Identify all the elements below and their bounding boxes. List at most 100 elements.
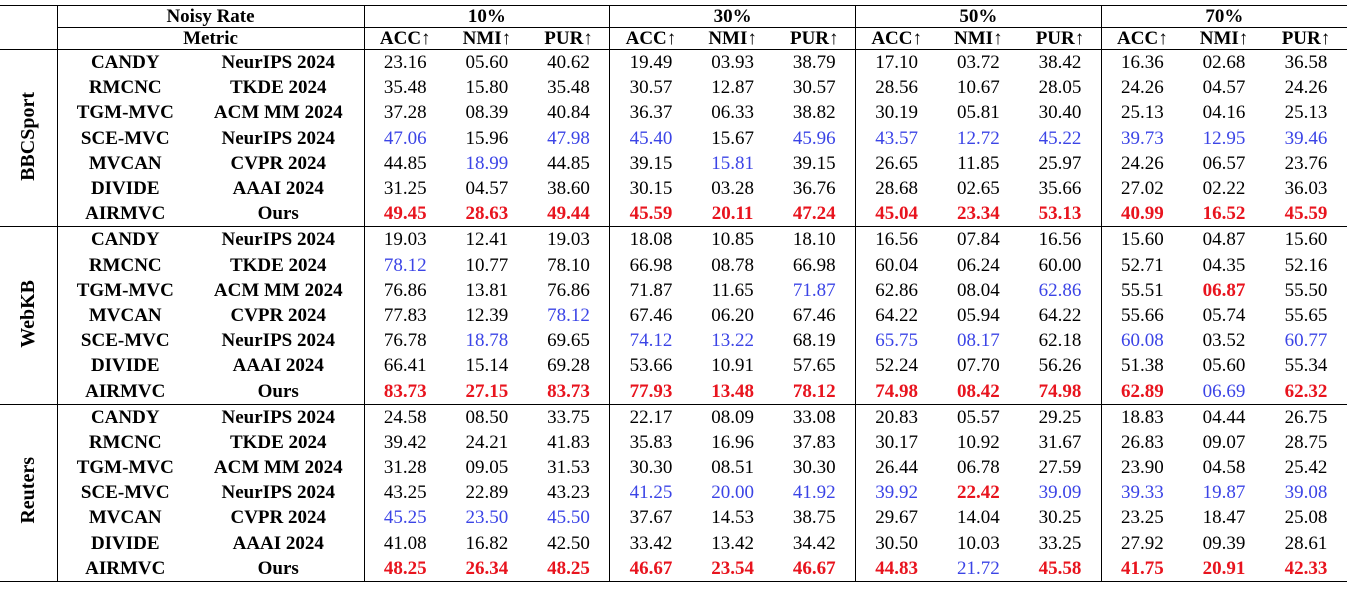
value-cell: 06.69 [1202,380,1246,402]
value-cell: 10.67 [956,77,1000,99]
value-cell: 28.63 [465,203,509,225]
data-row: BBCSport CANDY NeurIPS 2024 23.16 05.60 40.62… [0,49,1347,181]
value-cell: 64.22 [854,302,938,329]
value-cell: 16.56 [1038,229,1082,251]
value-cell: 49.44 [547,203,590,225]
value-cell: 06.87 [1202,279,1246,301]
value-cell: 37.83 [792,431,836,453]
value-cell: 64.22 [1038,304,1082,326]
value-cell: 20.83 [854,404,938,430]
value-cell: 24.58 [363,404,446,430]
value-cell: 62.89 [1100,378,1184,405]
value-cell: 20.91 [1202,557,1246,579]
value-cell: 36.58 [1284,52,1328,74]
value-cell: 45.50 [547,507,590,529]
value-cell: 16.82 [465,532,509,554]
method-name: SCE-MVC [56,480,193,506]
venue: TKDE 2024 [229,431,327,453]
value-cell: 33.75 [547,406,590,428]
value-cell: 45.96 [792,127,836,149]
value-cell: 37.67 [609,505,692,531]
value-cell: 04.58 [1202,457,1246,479]
method-name: RMCNC [56,252,193,278]
value-cell: 55.65 [1284,304,1328,326]
value-cell: 53.13 [1038,203,1082,225]
metric-header: PUR↑ [773,27,856,50]
value-cell: 16.56 [854,226,938,253]
value-cell: 23.50 [465,507,509,529]
value-cell: 45.40 [609,125,692,151]
value-cell: 23.25 [1100,505,1184,531]
value-cell: 46.67 [609,555,692,582]
value-cell: 27.15 [465,380,509,402]
value-cell: 38.75 [792,507,836,529]
value-cell: 38.82 [792,102,836,124]
value-cell: 36.76 [792,178,836,200]
value-cell: 25.13 [1284,102,1328,124]
value-cell: 15.81 [711,152,754,174]
value-cell: 26.83 [1100,429,1184,455]
metric-header: NMI↑ [937,27,1020,50]
value-cell: 23.54 [711,557,754,579]
venue: Ours [257,557,299,579]
method-name: SCE-MVC [56,328,193,354]
method-name: DIVIDE [56,530,193,556]
method-name: SCE-MVC [56,125,193,151]
value-cell: 08.17 [956,330,1000,352]
value-cell: 30.30 [609,455,692,481]
value-cell: 78.12 [363,252,446,278]
value-cell: 45.59 [609,201,692,227]
metric-header: ACC↑ [1100,27,1184,50]
value-cell: 31.67 [1038,431,1082,453]
value-cell: 12.41 [465,229,509,251]
value-cell: 62.32 [1284,380,1328,402]
value-cell: 14.04 [956,507,1000,529]
value-cell: 29.67 [854,505,938,531]
metric-header: PUR↑ [1019,27,1102,50]
value-cell: 23.90 [1100,455,1184,481]
value-cell: 41.92 [792,482,836,504]
value-cell: 15.14 [465,355,509,377]
value-cell: 40.99 [1100,201,1184,227]
method-name: AIRMVC [56,555,193,582]
rate-header: 50% [854,5,1102,28]
value-cell: 08.51 [711,457,754,479]
value-cell: 13.42 [711,532,754,554]
value-cell: 28.61 [1284,532,1328,554]
venue: TKDE 2024 [229,77,327,99]
data-row: RMCNC TKDE 2024 78.12 10.77 78.10 66.98 08.78 6… [0,252,1347,278]
method-name: RMCNC [56,429,193,455]
data-row: MVCAN CVPR 2024 77.83 12.39 78.12 67.46 06.20 6… [0,302,1347,329]
method-name: TGM-MVC [56,455,193,481]
value-cell: 60.00 [1038,254,1082,276]
value-cell: 08.09 [711,406,754,428]
venue: TKDE 2024 [229,254,327,276]
method-name: AIRMVC [56,201,193,227]
value-cell: 31.25 [363,175,446,202]
value-cell: 18.08 [609,226,692,253]
value-cell: 65.75 [854,328,938,354]
value-cell: 47.98 [547,127,590,149]
value-cell: 09.39 [1202,532,1246,554]
value-cell: 39.42 [363,429,446,455]
metric-header: ACC↑ [609,27,692,50]
value-cell: 08.78 [711,254,754,276]
data-row: RMCNC TKDE 2024 35.48 15.80 35.48 30.57 12.87 3… [0,75,1347,101]
data-row: SCE-MVC NeurIPS 2024 47.06 15.96 47.98 45.40 1… [0,125,1347,151]
metric-header: NMI↑ [1183,27,1265,50]
value-cell: 38.60 [547,178,590,200]
dataset-label: WebKB [17,279,40,348]
value-cell: 10.92 [956,431,1000,453]
value-cell: 55.50 [1284,279,1328,301]
value-cell: 04.44 [1202,406,1246,428]
method-name: TGM-MVC [56,277,193,303]
value-cell: 26.34 [465,557,509,579]
value-cell: 76.86 [363,277,446,303]
value-cell: 44.85 [547,152,590,174]
data-row: TGM-MVC ACM MM 2024 37.28 08.39 40.84 36.37 06… [0,100,1347,126]
value-cell: 34.42 [792,532,836,554]
value-cell: 12.39 [465,304,509,326]
value-cell: 62.18 [1038,330,1082,352]
data-row: DIVIDE AAAI 2024 41.08 16.82 42.50 33.42 13.42… [0,530,1347,556]
